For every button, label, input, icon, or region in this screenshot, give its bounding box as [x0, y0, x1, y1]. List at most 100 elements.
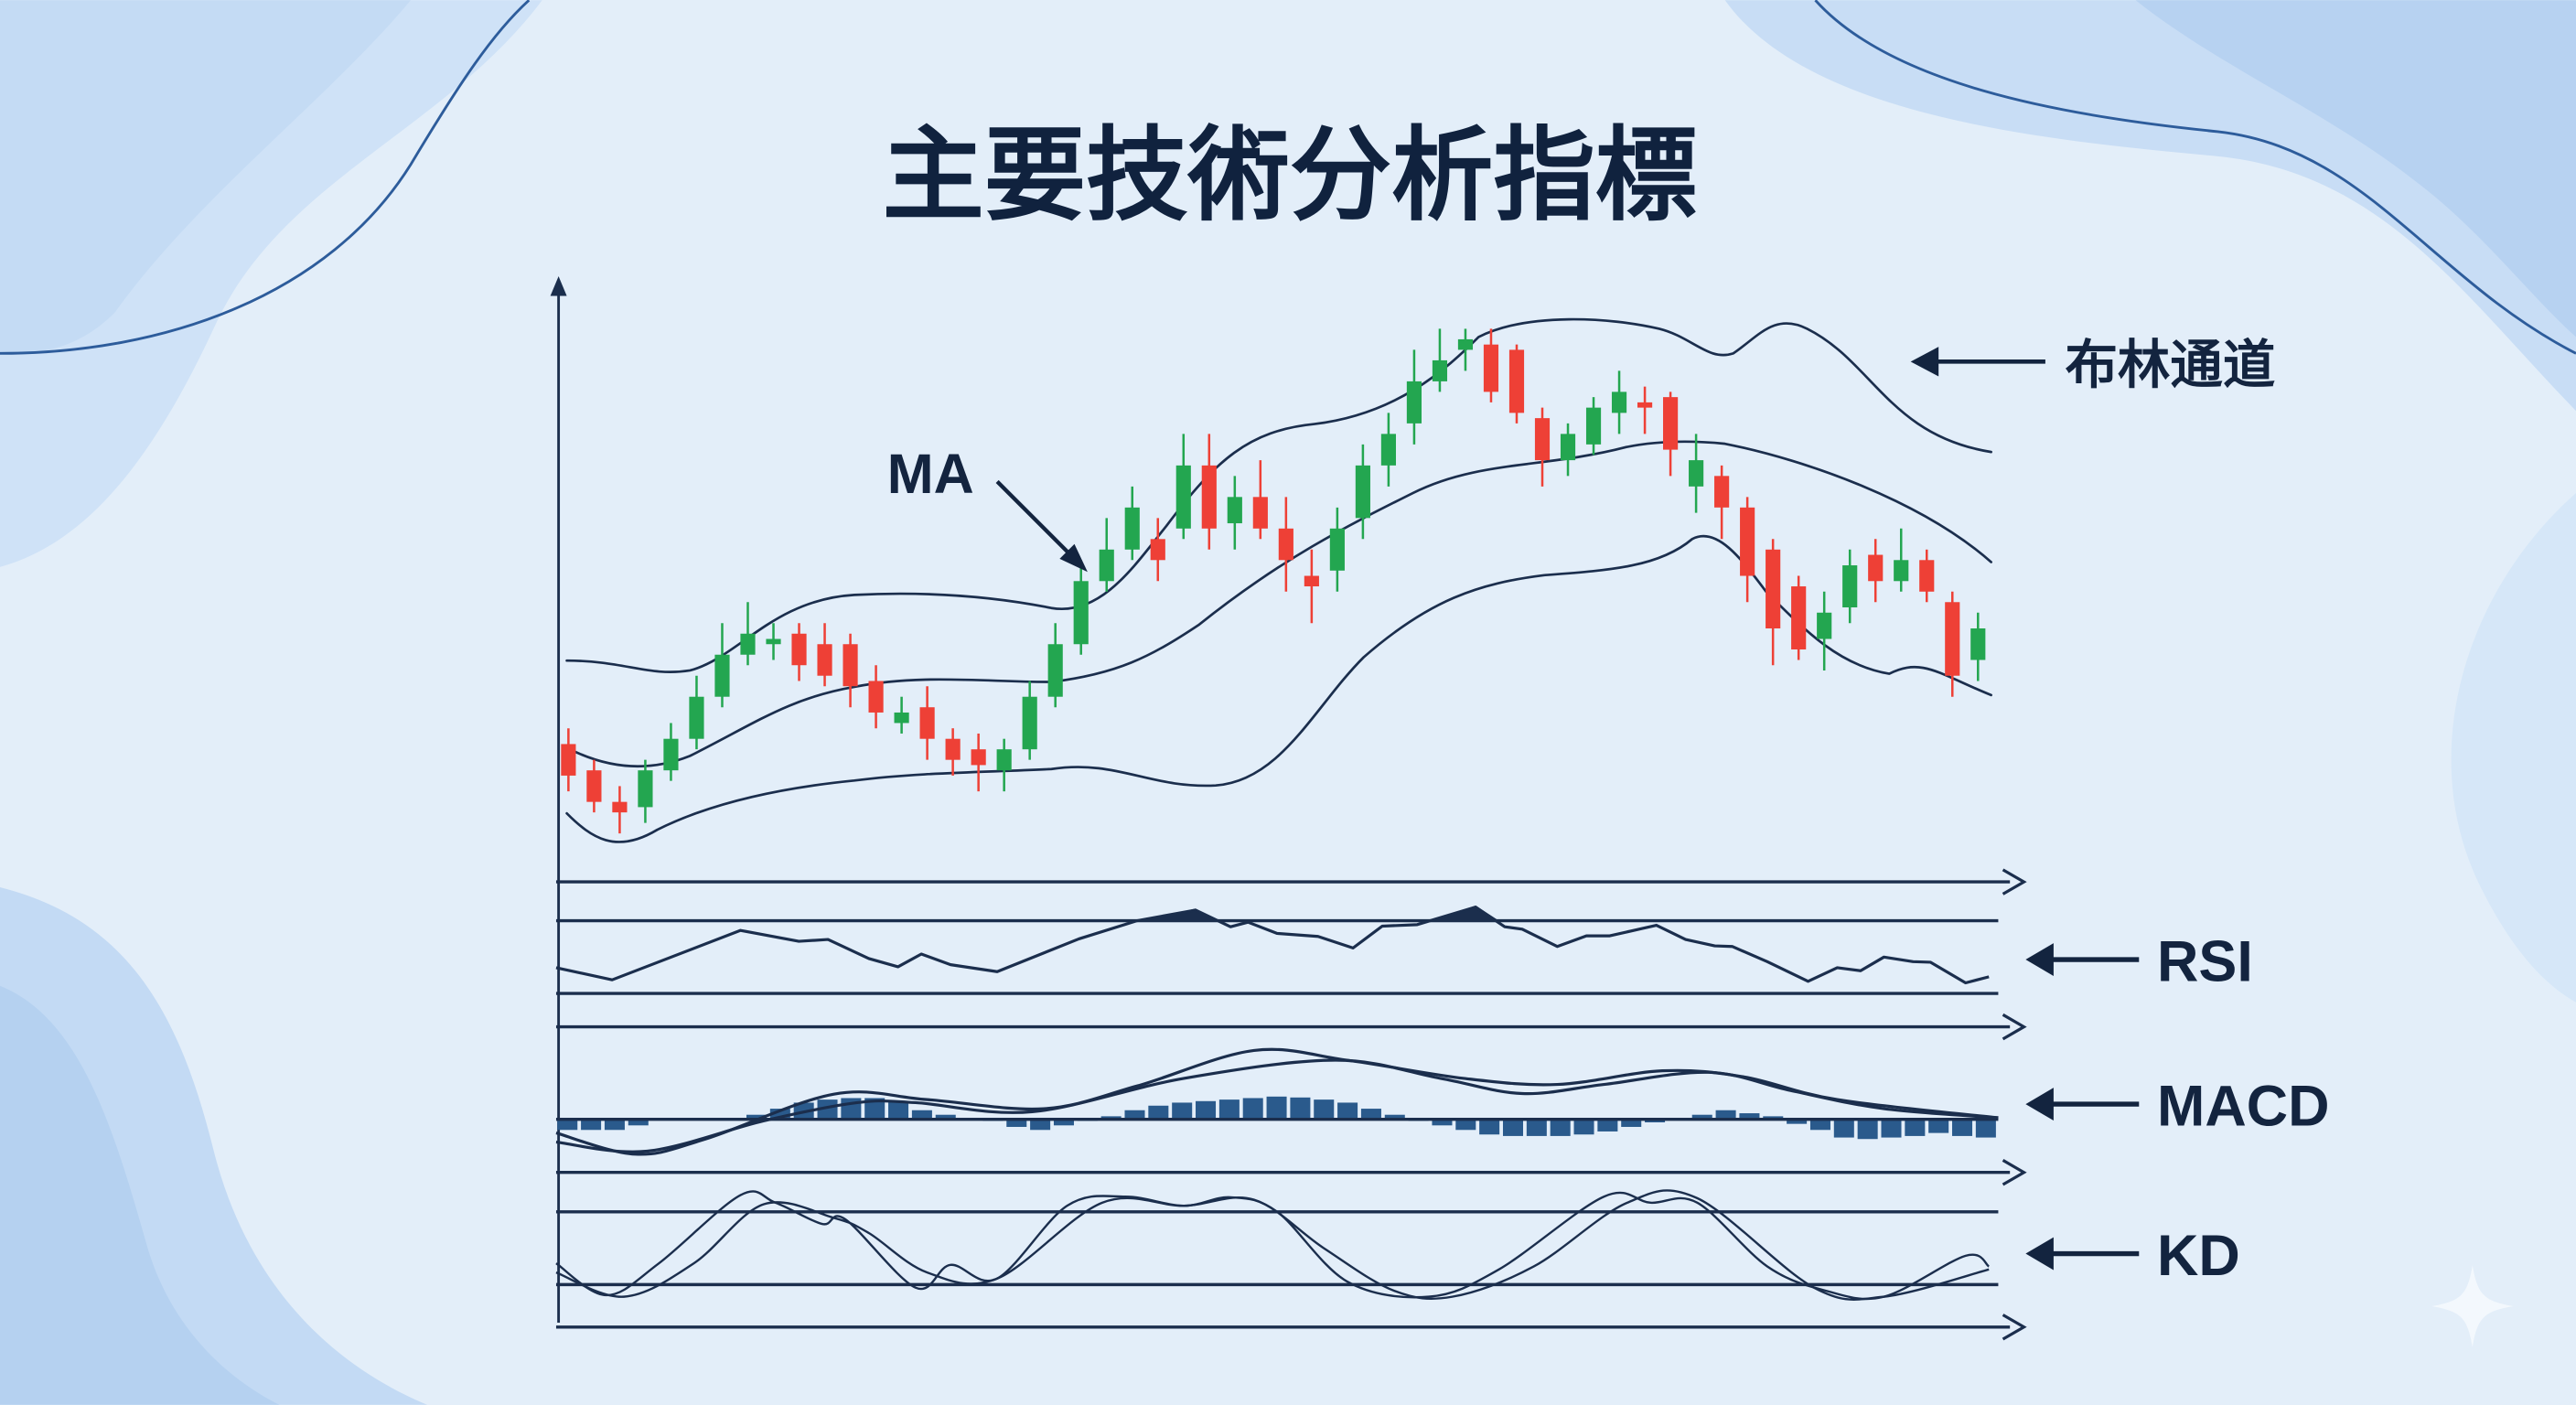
candle-body	[1560, 434, 1576, 461]
candle-body	[1329, 528, 1345, 571]
macd-histogram-bar	[1006, 1119, 1027, 1127]
candle-up	[714, 623, 730, 708]
macd-histogram-bar	[769, 1109, 790, 1120]
candle-body	[740, 633, 756, 655]
candle-body	[1508, 349, 1525, 413]
macd-histogram-bar	[1739, 1113, 1760, 1120]
sparkle-icon	[2431, 1265, 2514, 1347]
candle-body	[1611, 391, 1627, 413]
macd-histogram-bar	[1952, 1119, 1973, 1136]
candle-up	[1099, 518, 1114, 592]
candle-body	[1457, 338, 1474, 350]
candle-body	[1175, 465, 1191, 529]
candle-up	[1585, 397, 1602, 456]
kd-arrow-icon	[2025, 1237, 2140, 1271]
candle-down	[919, 686, 935, 760]
candle-body	[971, 749, 986, 766]
candle-down	[843, 633, 858, 708]
candle-up	[1560, 423, 1576, 477]
candle-up	[1329, 507, 1345, 592]
x-axis-arrow-icon	[2003, 870, 2024, 895]
candle-down	[1201, 434, 1217, 550]
macd-histogram-bar	[1809, 1119, 1830, 1131]
macd-histogram-bar	[1833, 1119, 1854, 1138]
candle-down	[1919, 549, 1935, 603]
macd-histogram-bar	[746, 1114, 767, 1120]
candle-body	[1534, 418, 1551, 461]
candle-up	[1355, 444, 1370, 540]
macd-histogram-bar	[1030, 1119, 1051, 1131]
candle-up	[1175, 434, 1191, 540]
candle-body	[843, 644, 858, 687]
macd-histogram-bar	[1905, 1119, 1926, 1136]
macd-histogram-bar	[1242, 1098, 1263, 1120]
candle-down	[612, 786, 628, 834]
candle-body	[1637, 402, 1653, 408]
macd-histogram-bar	[1314, 1099, 1335, 1120]
candle-body	[1022, 696, 1037, 750]
candle-body	[586, 770, 602, 802]
candle-body	[1150, 539, 1165, 561]
candle-body	[1740, 507, 1755, 576]
rsi-arrow-icon	[2025, 943, 2140, 977]
macd-label: MACD	[2157, 1074, 2330, 1138]
candle-down	[1483, 328, 1499, 402]
bollinger-lower-band	[565, 534, 1992, 843]
macd-histogram-bar	[1881, 1119, 1902, 1138]
candle-body	[817, 644, 832, 676]
x-axis-arrow-icon	[2003, 1160, 2024, 1185]
candle-up	[894, 696, 909, 734]
macd-histogram-bar	[557, 1119, 578, 1131]
candle-body	[1791, 586, 1807, 649]
y-axis	[550, 275, 567, 1323]
moving-average-line	[565, 440, 1992, 767]
macd-histogram-bar	[1787, 1119, 1808, 1124]
candle-body	[689, 696, 704, 739]
candle-up	[663, 723, 679, 781]
macd-histogram-bar	[1479, 1119, 1500, 1135]
candle-up	[1227, 476, 1242, 550]
candle-down	[945, 728, 961, 776]
candle-down	[1740, 497, 1755, 603]
macd-histogram-bar	[1360, 1109, 1381, 1120]
macd-arrow-icon	[2025, 1088, 2140, 1121]
candle-up	[1457, 328, 1474, 371]
candle-body	[1227, 497, 1242, 524]
candle-body	[1714, 476, 1730, 508]
candle-body	[868, 681, 884, 713]
candle-up	[1611, 370, 1627, 434]
macd-histogram-bar	[911, 1110, 932, 1120]
candle-body	[1919, 560, 1935, 592]
candle-up	[1432, 328, 1448, 392]
bollinger-label: 布林通道	[2065, 337, 2275, 395]
candle-body	[1124, 507, 1140, 550]
macd-histogram-bar	[1715, 1110, 1736, 1120]
candle-body	[945, 738, 961, 760]
candle-up	[1022, 681, 1037, 760]
decorative-curve-left	[0, 0, 531, 355]
candle-down	[1945, 591, 1960, 697]
macd-histogram-bar	[1857, 1119, 1878, 1140]
candle-up	[1817, 591, 1832, 670]
macd-histogram-bar	[1455, 1119, 1476, 1131]
candle-down	[971, 733, 986, 792]
candle-body	[996, 749, 1012, 771]
candle-down	[1508, 344, 1525, 424]
candle-body	[1432, 359, 1448, 381]
candle-body	[638, 770, 653, 808]
macd-histogram-bar	[1550, 1119, 1571, 1136]
candle-down	[1534, 407, 1551, 487]
candle-body	[1201, 465, 1217, 529]
macd-histogram-bar	[817, 1099, 838, 1120]
candlestick-series	[561, 328, 1986, 834]
candle-down	[817, 623, 832, 687]
macd-histogram-bar	[1691, 1114, 1712, 1120]
macd-histogram-bar	[1290, 1097, 1311, 1120]
candle-down	[1714, 465, 1730, 540]
candle-up	[1689, 434, 1704, 513]
macd-histogram-bar	[1337, 1102, 1358, 1120]
bollinger-upper-band	[565, 317, 1992, 674]
macd-histogram-bar	[864, 1098, 886, 1120]
rsi-line	[556, 907, 1989, 983]
